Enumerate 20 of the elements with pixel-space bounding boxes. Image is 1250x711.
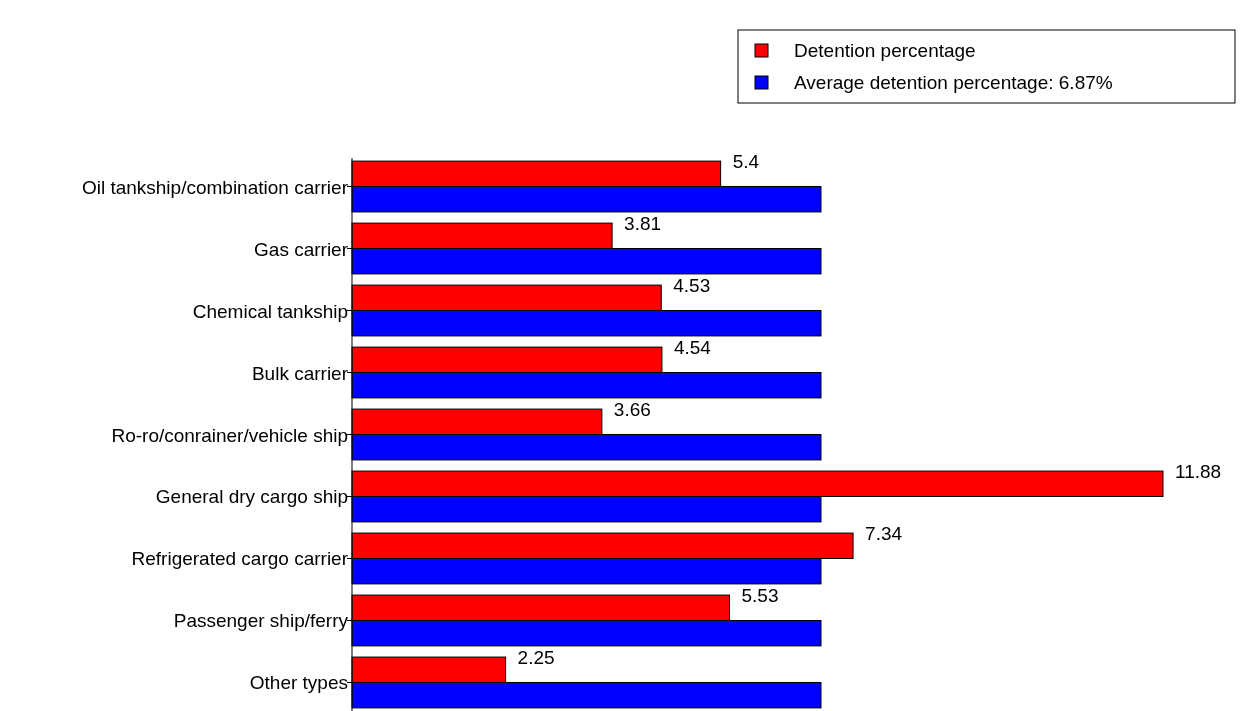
data-label: 4.53: [673, 274, 711, 296]
y-tick-label: Gas carrier: [254, 238, 349, 260]
data-label: 5.53: [741, 584, 779, 606]
data-label: 4.54: [673, 336, 712, 358]
legend-label: Detention percentage: [794, 40, 976, 61]
y-tick-label: Oil tankship/combination carrier: [81, 176, 349, 198]
legend-label: Average detention percentage: 6.87%: [794, 72, 1113, 93]
y-tick-label: Passenger ship/ferry: [173, 610, 349, 632]
data-label: 3.81: [624, 212, 662, 234]
y-tick-label: Refrigerated cargo carrier: [131, 548, 349, 570]
data-label: 7.34: [865, 522, 903, 544]
y-tick-label: Bulk carrier: [251, 362, 349, 384]
y-tick-label: Ro-ro/conrainer/vehicle ship: [111, 424, 348, 446]
data-label: 11.88: [1175, 460, 1222, 482]
y-tick-label: General dry cargo ship: [155, 486, 348, 508]
data-label: 2.25: [517, 646, 555, 668]
data-label: 5.4: [732, 150, 760, 172]
y-tick-label: Other types: [249, 672, 348, 694]
y-tick-label: Chemical tankship: [192, 300, 348, 322]
data-label: 3.66: [613, 398, 651, 420]
